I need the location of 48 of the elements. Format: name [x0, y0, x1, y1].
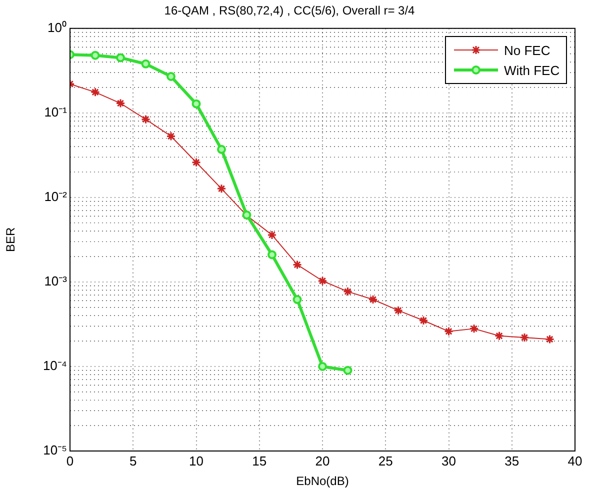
point [292, 295, 302, 304]
y-tick-label: 10⁻³ [44, 274, 68, 289]
x-tick-label: 25 [378, 453, 393, 468]
y-tick-label: 10⁰ [48, 20, 67, 35]
point [216, 184, 226, 194]
point [545, 334, 554, 344]
x-tick-label: 40 [568, 453, 582, 468]
x-axis-title: EbNo(dB) [296, 474, 349, 488]
point [141, 114, 150, 124]
y-tick-label: 10⁻² [44, 189, 68, 204]
x-tick-label: 30 [442, 453, 456, 468]
point [217, 144, 226, 154]
y-tick-label: 10⁻⁵ [43, 442, 67, 458]
x-tick-label: 20 [315, 453, 330, 468]
point [343, 366, 352, 375]
point [318, 276, 328, 286]
point [116, 53, 125, 62]
point [292, 260, 302, 270]
point [368, 294, 378, 304]
y-axis-title: BER [4, 227, 18, 252]
point [318, 362, 327, 371]
legend-label: With FEC [504, 62, 560, 78]
point [520, 332, 530, 342]
point [116, 98, 126, 108]
point [141, 59, 150, 68]
legend-label: No FEC [504, 42, 550, 58]
point [444, 326, 454, 336]
point [192, 158, 201, 168]
point [418, 316, 428, 326]
x-tick-label: 0 [66, 453, 74, 468]
point [166, 72, 176, 81]
point [268, 250, 276, 260]
x-tick-label: 15 [252, 453, 267, 468]
point [90, 50, 100, 60]
chart-title: 16-QAM , RS(80,72,4) , CC(5/6), Overall r= 3/4 [164, 4, 416, 18]
x-tick-label: 10 [189, 453, 204, 468]
point [90, 87, 100, 97]
point [494, 331, 504, 341]
x-tick-label: 5 [130, 453, 137, 468]
y-tick-label: 10⁻¹ [44, 104, 68, 120]
x-tick-label: 35 [504, 453, 520, 468]
point [394, 306, 403, 316]
y-tick-label: 10⁻⁴ [42, 358, 67, 374]
point [192, 99, 201, 108]
point [469, 324, 479, 334]
point [267, 230, 277, 240]
point [166, 131, 176, 141]
point [343, 286, 352, 296]
